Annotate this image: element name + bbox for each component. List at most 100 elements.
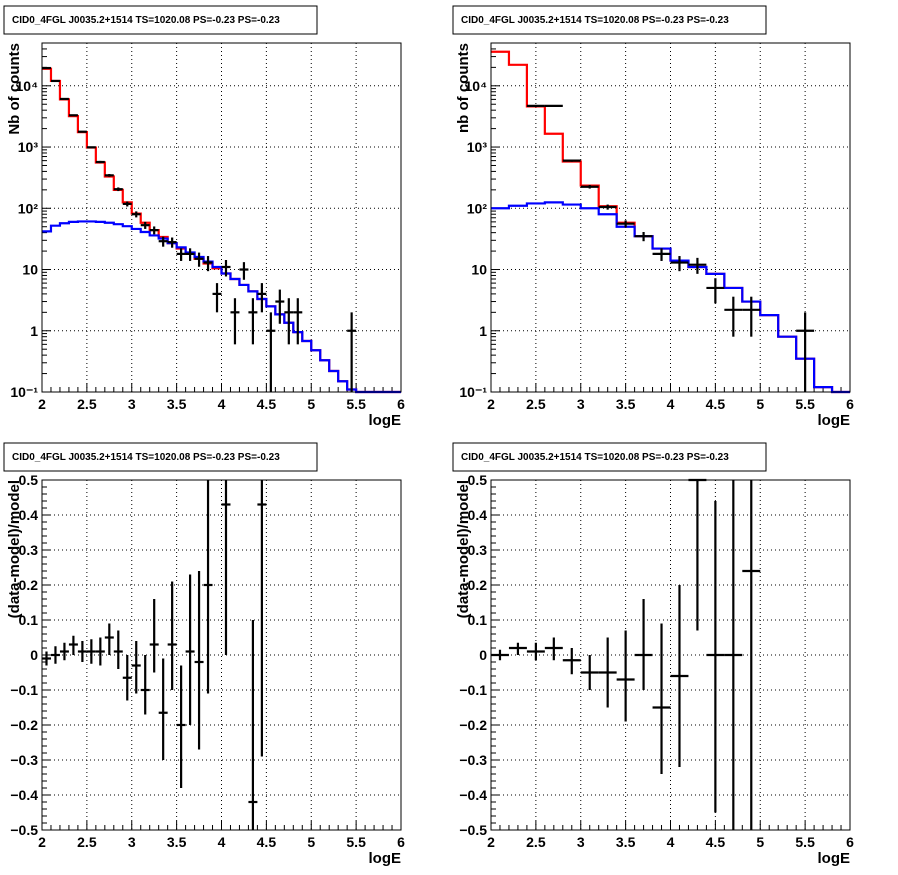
x-tick-label: 5.5 [346, 834, 366, 850]
data-point [688, 478, 707, 631]
y-tick-label: 10² [18, 200, 39, 216]
title-box [3, 442, 318, 472]
x-tick-label: 2 [487, 396, 495, 412]
data-point [275, 289, 285, 324]
data-point [104, 173, 114, 177]
data-point [616, 630, 635, 722]
y-tick-label: −0.5 [459, 822, 487, 838]
x-tick-label: 2 [38, 834, 46, 850]
data-point [742, 480, 761, 830]
data-point [42, 651, 51, 666]
data-point [50, 646, 60, 664]
chart-panel-2: 2 2.5 3 3.5 4 4.5 5 5.5 6 10⁻¹ 1 10 10² 10³ 10⁴ logE nb … [452, 5, 854, 429]
data-point [42, 66, 51, 70]
y-tick-label: 0.1 [468, 612, 488, 628]
data-point [95, 637, 105, 666]
x-tick-label: 5.5 [795, 396, 815, 412]
y-tick-label: −0.1 [459, 682, 487, 698]
chart-title: CID0_4FGL J0035.2+1514 TS=1020.08 PS=-0.… [461, 15, 729, 26]
data-point [562, 159, 581, 162]
x-axis-label: logE [818, 412, 851, 429]
y-tick-label: 0.4 [468, 507, 488, 523]
data-point [248, 620, 258, 830]
x-tick-label: 3.5 [167, 396, 187, 412]
data-point [580, 655, 599, 690]
data-point [68, 635, 78, 655]
y-axis-label: (data-model)/model [6, 480, 23, 618]
histogram-series-2 [42, 220, 401, 394]
x-tick-label: 5 [756, 396, 764, 412]
data-point [526, 642, 545, 661]
x-tick-label: 6 [846, 396, 854, 412]
data-point [203, 480, 213, 694]
data-point [248, 298, 258, 345]
x-tick-label: 2.5 [526, 834, 546, 850]
data-point [670, 585, 689, 767]
x-tick-label: 4 [218, 396, 226, 412]
x-tick-label: 3 [128, 396, 136, 412]
x-tick-label: 5.5 [346, 396, 366, 412]
x-tick-label: 5 [756, 834, 764, 850]
data-point [194, 571, 204, 750]
data-point [140, 655, 150, 715]
plot-frame [41, 42, 402, 393]
x-tick-label: 3 [577, 396, 585, 412]
data-point [158, 658, 168, 760]
chart-panel-4: 2 2.5 3 3.5 4 4.5 5 5.5 6 −0.5 −0.4 −0.3 −0.2 −0.1 0 0.… [452, 442, 854, 867]
data-point [212, 283, 222, 313]
y-tick-label: 1 [479, 323, 487, 339]
data-point [149, 599, 159, 673]
data-point [68, 114, 78, 117]
y-tick-label: 10³ [18, 139, 39, 155]
x-tick-label: 5.5 [795, 834, 815, 850]
y-tick-label: 1 [30, 323, 38, 339]
x-tick-label: 2.5 [526, 396, 546, 412]
data-point [284, 298, 294, 345]
x-tick-label: 6 [397, 834, 405, 850]
plot-frame [41, 479, 402, 831]
x-tick-label: 3.5 [167, 834, 187, 850]
x-tick-label: 6 [846, 834, 854, 850]
x-tick-label: 2.5 [77, 834, 97, 850]
data-point [634, 599, 653, 690]
y-tick-label: 10 [471, 262, 487, 278]
data-point [293, 298, 303, 345]
x-axis-label: logE [818, 850, 851, 867]
x-tick-label: 3 [128, 834, 136, 850]
data-point [544, 637, 563, 661]
y-tick-label: 0.2 [468, 577, 488, 593]
data-point [104, 623, 114, 655]
data-point [257, 480, 267, 757]
data-point [167, 581, 177, 690]
data-point [266, 312, 276, 392]
data-point [598, 204, 617, 210]
plot-frame [490, 42, 851, 393]
y-axis-label: nb of counts [455, 43, 472, 133]
data-point [239, 262, 249, 280]
data-point [562, 648, 581, 675]
x-tick-label: 4.5 [706, 834, 726, 850]
data-point [230, 298, 240, 345]
data-point [122, 201, 132, 207]
y-tick-label: −0.4 [459, 787, 487, 803]
y-tick-label: 0.1 [19, 612, 39, 628]
y-tick-label: 0.2 [19, 577, 39, 593]
data-point [544, 104, 563, 107]
y-tick-label: 0.3 [19, 542, 39, 558]
data-point [158, 236, 168, 247]
y-tick-label: −0.3 [10, 752, 38, 768]
data-point [670, 256, 689, 272]
chart-title: CID0_4FGL J0035.2+1514 TS=1020.08 PS=-0.… [461, 452, 729, 463]
y-tick-label: 0 [479, 647, 487, 663]
data-point [86, 146, 96, 149]
data-point [724, 480, 743, 830]
data-point [598, 637, 617, 708]
y-tick-label: 10 [22, 262, 38, 278]
x-tick-label: 6 [397, 396, 405, 412]
x-tick-label: 4.5 [706, 396, 726, 412]
x-tick-label: 3.5 [616, 834, 636, 850]
data-point [616, 220, 635, 228]
data-point [140, 221, 150, 229]
plot-frame [490, 479, 851, 831]
